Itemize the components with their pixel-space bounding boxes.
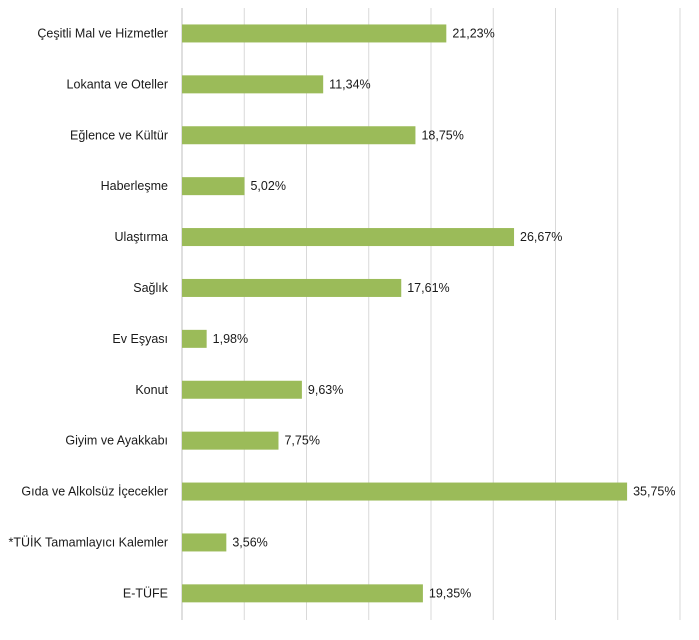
bar [182, 24, 447, 43]
category-label: *TÜİK Tamamlayıcı Kalemler [8, 535, 168, 549]
data-label: 9,63% [308, 383, 343, 397]
data-label: 3,56% [232, 535, 267, 549]
data-label: 26,67% [520, 230, 562, 244]
data-label: 21,23% [452, 26, 494, 40]
bar [182, 278, 402, 297]
bar [182, 380, 302, 399]
bar [182, 329, 207, 348]
data-label: 1,98% [213, 332, 248, 346]
bar [182, 75, 324, 94]
gridlines [181, 8, 681, 620]
category-label: Konut [135, 383, 168, 397]
bar [182, 584, 423, 603]
labels: Çeşitli Mal ve Hizmetler 21,23% Lokanta ve… [8, 26, 675, 600]
bar [182, 482, 628, 501]
category-label: Haberleşme [101, 179, 168, 193]
bar [182, 431, 279, 450]
data-label: 35,75% [633, 485, 675, 499]
category-label: Eğlence ve Kültür [70, 128, 168, 142]
category-label: Gıda ve Alkolsüz İçecekler [21, 485, 168, 499]
category-label: Sağlık [133, 281, 168, 295]
category-label: Ev Eşyası [112, 332, 168, 346]
category-label: Çeşitli Mal ve Hizmetler [37, 26, 168, 40]
data-label: 7,75% [284, 434, 319, 448]
category-label: Ulaştırma [115, 230, 169, 244]
category-label: Giyim ve Ayakkabı [65, 434, 168, 448]
data-label: 18,75% [421, 128, 463, 142]
data-label: 17,61% [407, 281, 449, 295]
bar [182, 177, 245, 196]
bar [182, 228, 515, 247]
data-label: 11,34% [329, 77, 370, 91]
category-label: Lokanta ve Oteller [67, 77, 168, 91]
data-label: 19,35% [429, 586, 471, 600]
category-label: E-TÜFE [123, 586, 168, 600]
bars [182, 24, 628, 603]
bar [182, 533, 227, 552]
data-label: 5,02% [250, 179, 285, 193]
bar [182, 126, 416, 145]
